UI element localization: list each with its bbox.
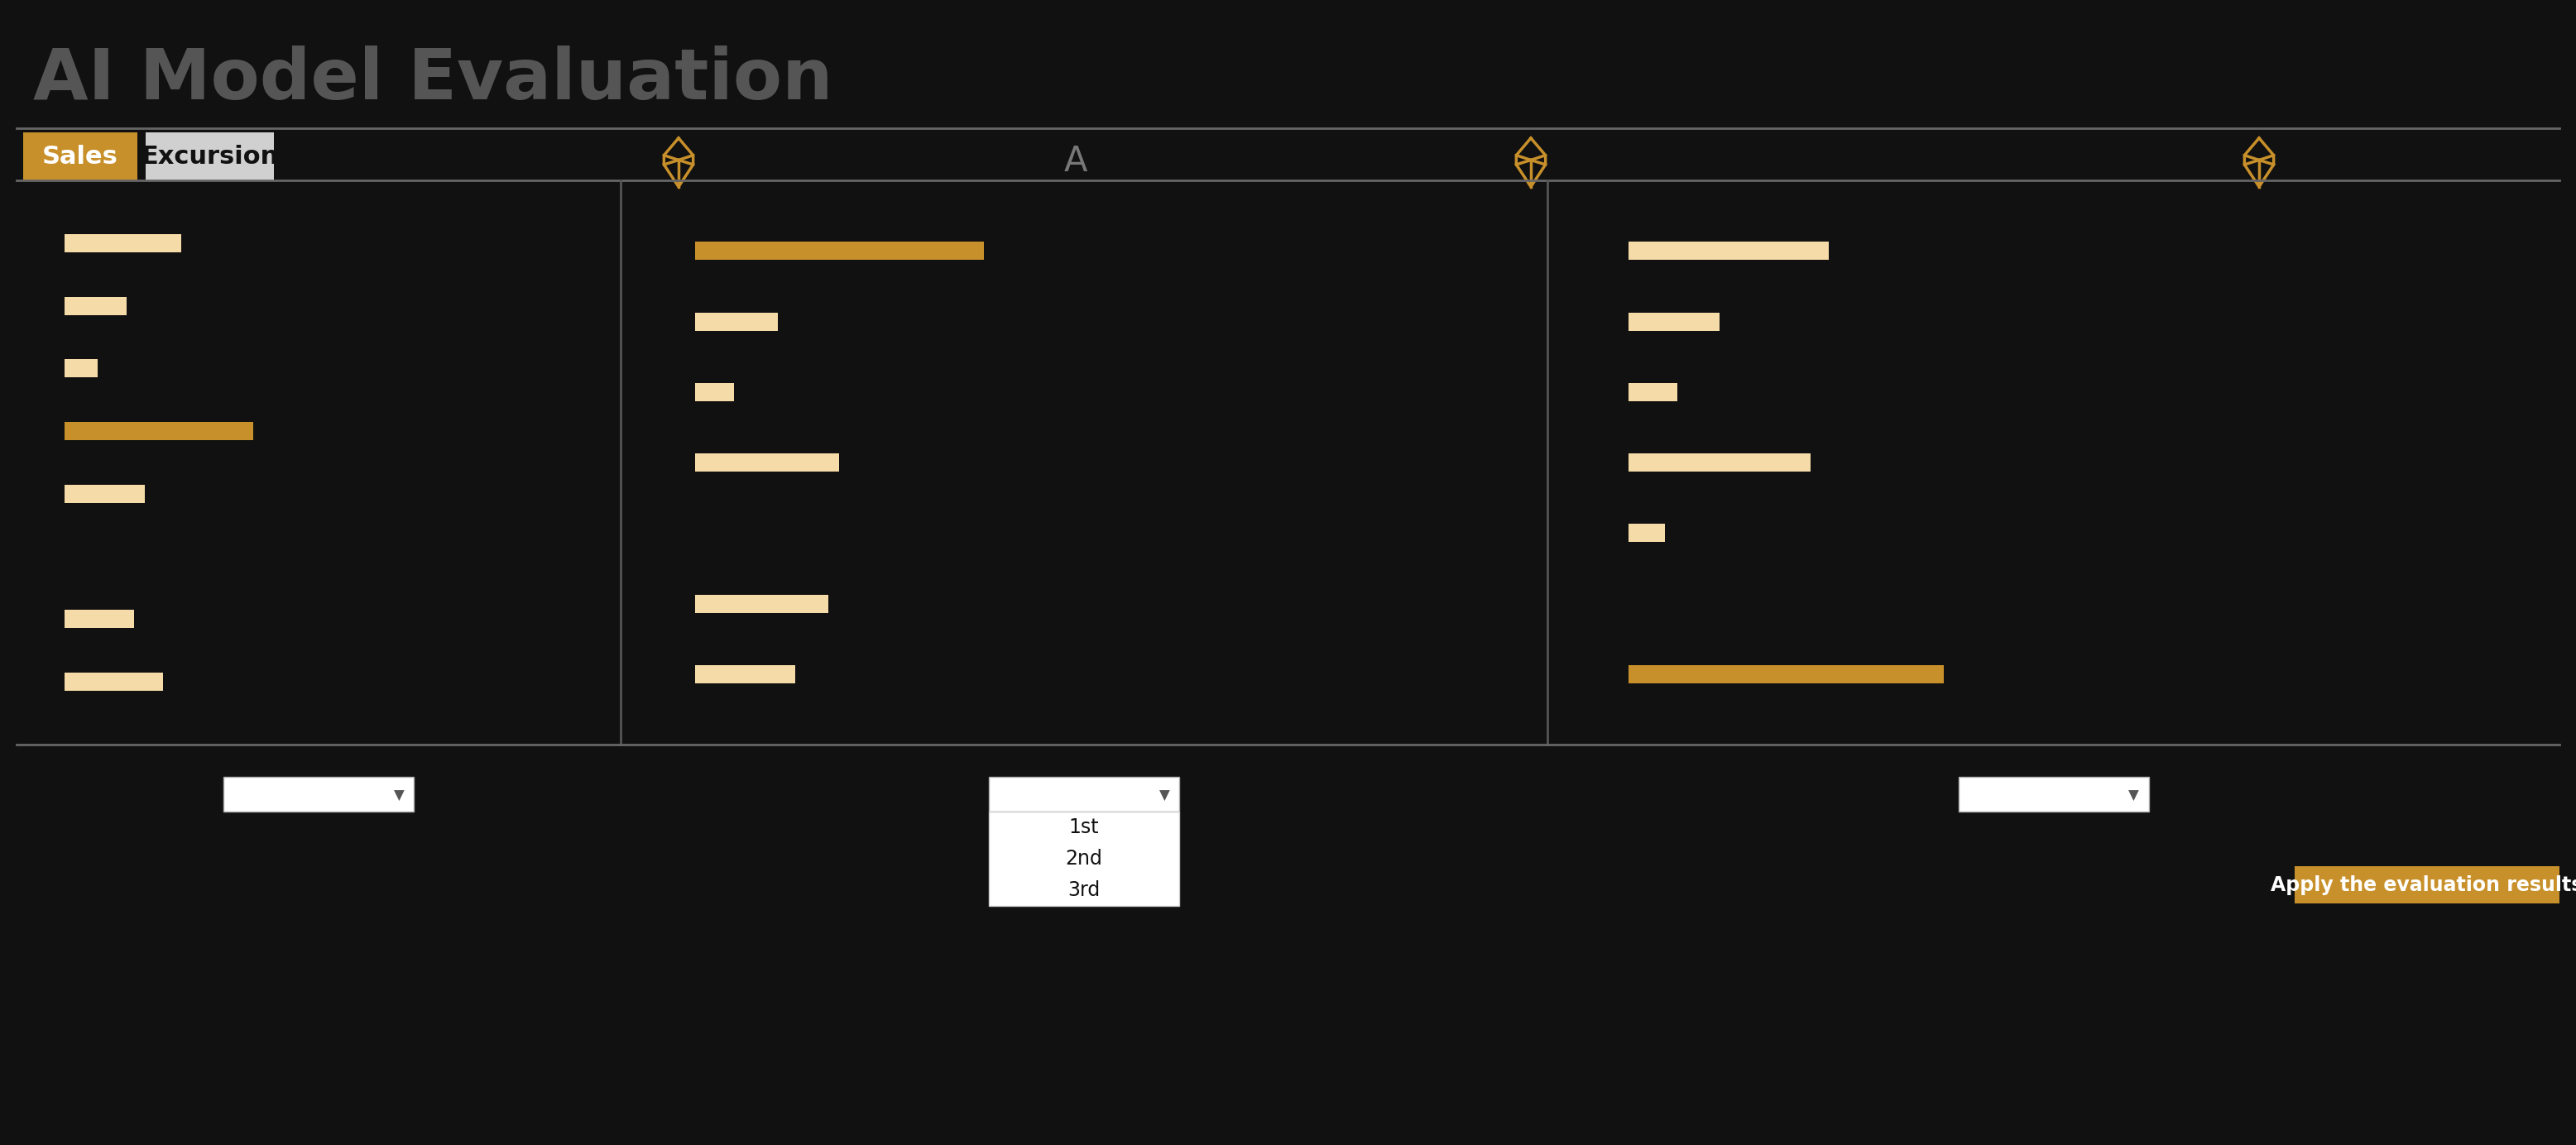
Bar — [1958, 776, 2148, 812]
Text: A: A — [1064, 144, 1087, 179]
Bar — [989, 812, 1180, 906]
Bar — [64, 234, 180, 252]
Bar — [696, 453, 840, 472]
Bar — [1628, 313, 1718, 331]
Bar — [64, 297, 126, 315]
Bar — [696, 242, 984, 260]
Text: 1st: 1st — [1069, 818, 1100, 837]
Bar — [696, 382, 734, 401]
Text: AI Model Evaluation: AI Model Evaluation — [33, 46, 832, 114]
Bar — [2295, 867, 2561, 903]
Bar — [147, 133, 273, 181]
Text: ▼: ▼ — [2128, 789, 2138, 804]
Text: ▼: ▼ — [394, 789, 404, 804]
Bar — [1628, 453, 1811, 472]
Bar — [64, 673, 162, 690]
Text: Sales: Sales — [41, 144, 118, 168]
Bar — [696, 313, 778, 331]
Text: Excursion: Excursion — [142, 144, 278, 168]
Bar — [23, 133, 137, 181]
Bar — [64, 360, 98, 378]
Bar — [1628, 382, 1677, 401]
Bar — [1628, 242, 1829, 260]
Bar — [989, 776, 1180, 812]
Bar — [696, 665, 796, 684]
Text: 3rd: 3rd — [1069, 881, 1100, 900]
Bar — [696, 594, 829, 613]
Bar — [1628, 665, 1945, 684]
Bar — [64, 610, 134, 629]
Text: Apply the evaluation results: Apply the evaluation results — [2272, 875, 2576, 894]
Bar — [64, 484, 144, 503]
Bar — [1628, 524, 1664, 542]
Bar — [64, 423, 252, 440]
Bar — [224, 776, 415, 812]
Text: 2nd: 2nd — [1066, 848, 1103, 869]
Text: ▼: ▼ — [1159, 789, 1170, 804]
